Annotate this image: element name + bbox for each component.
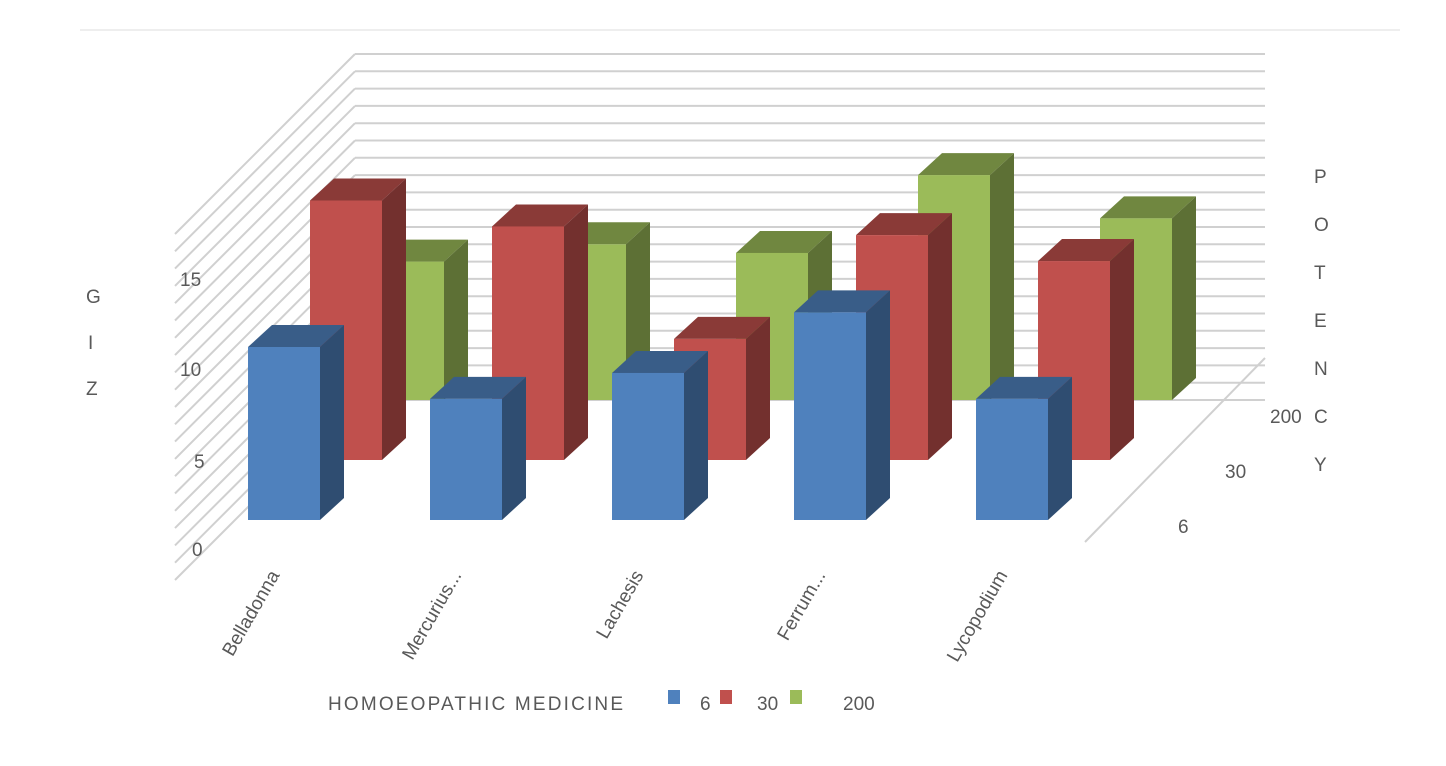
bar-top xyxy=(736,230,832,253)
depth-tick-label: 30 xyxy=(1225,462,1246,483)
legend: 6 30 200 xyxy=(668,690,875,715)
bar-top xyxy=(612,350,708,373)
bar xyxy=(248,347,320,520)
category-labels: Belladonna Mercurius... Lachesis Ferrum... L… xyxy=(219,567,1013,666)
category-label: Mercurius... xyxy=(399,567,467,663)
legend-swatch xyxy=(720,690,732,704)
bar-top xyxy=(1038,239,1134,262)
bar-top xyxy=(1100,196,1196,219)
legend-label: 6 xyxy=(700,694,711,715)
bar-side xyxy=(928,213,952,460)
bar-top xyxy=(674,316,770,339)
bar-top xyxy=(918,153,1014,176)
bar-side xyxy=(382,178,406,460)
bar-side xyxy=(684,350,708,520)
y-tick-label: 15 xyxy=(180,270,201,291)
legend-swatch xyxy=(790,690,802,704)
category-label: Ferrum... xyxy=(774,567,831,644)
bar-side xyxy=(564,204,588,460)
side-wall-gridline xyxy=(174,53,356,235)
bar-top xyxy=(248,325,344,347)
bar-side xyxy=(502,376,526,520)
bar-top xyxy=(856,213,952,236)
depth-tick-label: 6 xyxy=(1178,517,1189,538)
bar-top xyxy=(976,376,1072,399)
category-label: Lachesis xyxy=(593,567,649,642)
bar xyxy=(976,398,1048,520)
y-tick-label: 10 xyxy=(180,360,201,381)
bar-side xyxy=(990,153,1014,400)
bar xyxy=(612,372,684,520)
bar-top xyxy=(310,178,406,201)
y-tick-label: 0 xyxy=(192,540,203,561)
bar-top xyxy=(492,204,588,227)
bar-side xyxy=(1110,239,1134,460)
bar-side xyxy=(746,316,770,460)
bar-top xyxy=(430,376,526,399)
side-wall-gridline xyxy=(174,70,356,253)
x-axis-title: HOMOEOPATHIC MEDICINE xyxy=(328,694,623,715)
bar-side xyxy=(320,325,344,520)
legend-label: 30 xyxy=(757,694,778,715)
legend-swatch xyxy=(668,690,680,704)
bars xyxy=(248,153,1196,520)
bar-side xyxy=(1172,196,1196,400)
bar xyxy=(794,312,866,520)
category-label: Lycopodium xyxy=(943,567,1012,666)
side-wall-gridline xyxy=(174,139,356,322)
y-axis-title: GIZ xyxy=(86,287,101,400)
bar-top xyxy=(794,290,890,313)
depth-tick-labels: 6 30 200 xyxy=(1178,407,1302,538)
side-wall-gridline xyxy=(174,105,356,287)
depth-axis-title: POTENCY xyxy=(1314,167,1329,476)
floor-edge-line xyxy=(1084,357,1266,543)
bar-side xyxy=(866,290,890,520)
category-label: Belladonna xyxy=(219,567,285,660)
side-wall-gridline xyxy=(174,87,356,270)
y-tick-label: 5 xyxy=(194,452,205,473)
bar xyxy=(430,398,502,520)
y-tick-labels: 0 5 10 15 xyxy=(180,270,205,561)
legend-label: 200 xyxy=(843,694,875,715)
bar-side xyxy=(444,239,468,400)
bar-side xyxy=(1048,376,1072,520)
side-wall-gridline xyxy=(174,122,356,304)
depth-tick-label: 200 xyxy=(1270,407,1302,428)
